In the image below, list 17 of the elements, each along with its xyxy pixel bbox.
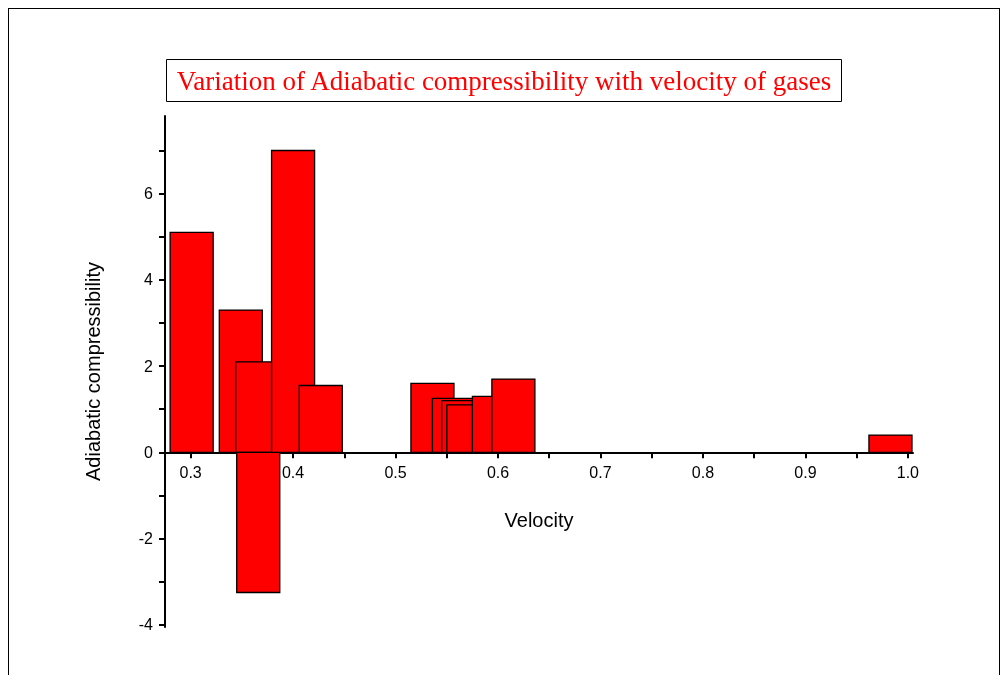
y-tick-label: 6	[144, 185, 154, 203]
x-tick-label: 0.7	[589, 463, 612, 481]
x-tick-label: 0.8	[691, 463, 715, 481]
y-tick-label: 4	[144, 271, 154, 289]
x-tick-label: 1.0	[896, 463, 920, 481]
x-tick-label: 0.9	[794, 463, 817, 481]
x-axis-title: Velocity	[504, 509, 574, 532]
x-tick-label: 0.5	[384, 463, 407, 481]
x-tick-label: 0.3	[179, 463, 202, 481]
y-tick-label: -4	[138, 616, 154, 634]
y-axis-title: Adiabatic compressibility	[82, 262, 104, 481]
chart-title: Variation of Adiabatic compressibility with velocity of gases	[176, 65, 832, 96]
x-tick-label: 0.4	[281, 463, 305, 481]
y-tick-label: -2	[138, 530, 154, 548]
y-tick-label: 0	[144, 443, 154, 461]
x-tick-label: 0.6	[486, 463, 510, 481]
y-tick-label: 2	[144, 357, 154, 375]
